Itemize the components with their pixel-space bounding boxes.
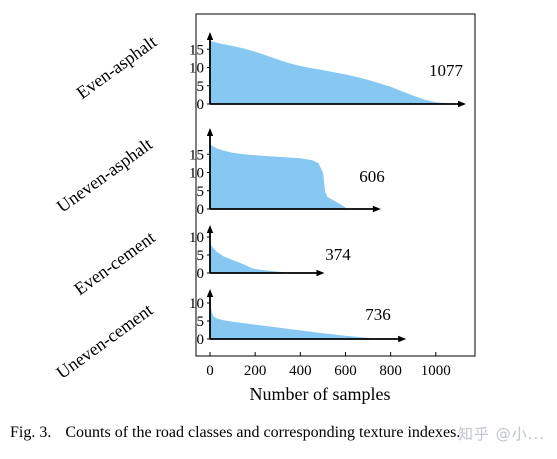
- area-series: [210, 40, 454, 104]
- y-tick-label: 0: [197, 332, 205, 348]
- y-tick-label: 10: [189, 166, 204, 182]
- caption-text: Counts of the road classes and correspon…: [65, 424, 461, 441]
- y-tick-label: 0: [197, 97, 205, 113]
- y-tick-label: 15: [189, 147, 204, 163]
- y-tick-label: 5: [197, 248, 205, 264]
- y-tick-label: 10: [189, 230, 204, 246]
- panel-even-asphalt: 0 5 10 15 1077 Even-asphalt: [73, 31, 466, 113]
- x-tick-label: 1000: [421, 363, 451, 379]
- x-tick-label: 800: [379, 363, 402, 379]
- y-tick-label: 15: [189, 42, 204, 58]
- class-label: Uneven-asphalt: [53, 134, 156, 217]
- y-tick-label: 5: [197, 314, 205, 330]
- y-tick-label: 0: [197, 266, 205, 282]
- y-axis-arrow: [206, 128, 214, 136]
- x-tick-label: 0: [206, 363, 214, 379]
- x-tick-label: 200: [244, 363, 267, 379]
- panel-even-cement: 0 5 10 374 Even-cement: [70, 225, 351, 299]
- x-tick-label: 400: [289, 363, 312, 379]
- watermark: 知乎 @小...: [458, 425, 546, 443]
- texture-index-chart: 0 5 10 15 1077 Even-asphalt 0 5 10 15 606 Uneven-as…: [53, 13, 476, 404]
- y-axis-arrow: [206, 32, 214, 40]
- count-label: 374: [325, 245, 351, 264]
- y-axis-arrow: [206, 225, 214, 233]
- count-label: 736: [365, 305, 391, 324]
- area-series: [210, 241, 295, 273]
- x-axis-arrow: [316, 269, 325, 277]
- class-label: Even-cement: [70, 227, 159, 299]
- x-axis: 0 200 400 600 800 1000: [206, 352, 451, 379]
- y-axis-arrow: [206, 289, 214, 297]
- x-axis-arrow: [398, 335, 407, 343]
- area-series: [210, 144, 347, 209]
- count-label: 1077: [429, 61, 464, 80]
- y-tick-label: 0: [197, 202, 205, 218]
- y-tick-label: 5: [197, 184, 205, 200]
- figure-caption: Fig. 3. Counts of the road classes and co…: [10, 424, 550, 442]
- x-tick-label: 600: [334, 363, 357, 379]
- x-axis-arrow: [458, 100, 466, 108]
- y-tick-label: 10: [189, 296, 204, 312]
- figure-number: Fig. 3.: [10, 424, 52, 441]
- class-label: Uneven-cement: [53, 300, 157, 383]
- class-label: Even-asphalt: [73, 31, 161, 102]
- y-tick-label: 10: [189, 61, 204, 77]
- count-label: 606: [359, 167, 385, 186]
- panel-uneven-asphalt: 0 5 10 15 606 Uneven-asphalt: [53, 128, 385, 218]
- area-series: [210, 299, 377, 339]
- panels: 0 5 10 15 1077 Even-asphalt 0 5 10 15 606 Uneven-as…: [53, 31, 466, 383]
- plot-frame: [195, 13, 476, 357]
- x-axis-label: Number of samples: [250, 384, 391, 404]
- y-tick-label: 5: [197, 79, 205, 95]
- x-axis-arrow: [372, 205, 381, 213]
